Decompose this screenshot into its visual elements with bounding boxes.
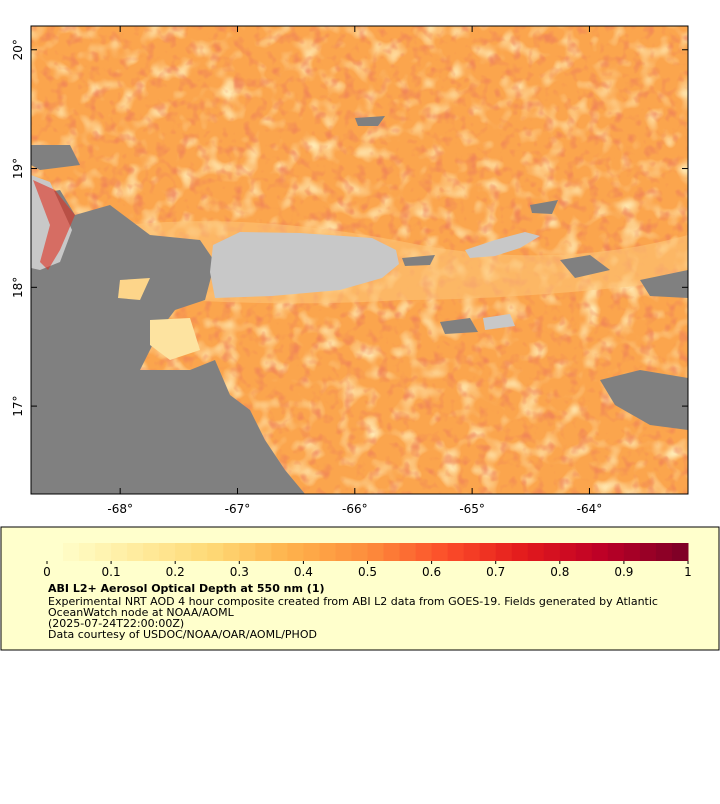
colorbar-tick-label: 0.8 <box>550 565 569 579</box>
colorbar-step <box>511 543 529 561</box>
colorbar-step <box>383 543 401 561</box>
colorbar-step <box>223 543 240 561</box>
legend-description: OceanWatch node at NOAA/AOML <box>48 606 235 619</box>
y-tick-label: 19° <box>11 158 25 179</box>
cloud <box>600 370 688 430</box>
x-tick-label: -68° <box>107 502 133 516</box>
colorbar-tick-label: 0.5 <box>358 565 377 579</box>
colorbar-step <box>127 543 144 561</box>
island <box>483 314 515 330</box>
colorbar-step <box>159 543 176 561</box>
colorbar-step <box>623 543 641 561</box>
colorbar-step <box>671 543 689 561</box>
colorbar-step <box>319 543 336 561</box>
colorbar-step <box>175 543 192 561</box>
colorbar-step <box>143 543 160 561</box>
colorbar-step <box>351 543 368 561</box>
colorbar: 0 0.1 0.2 0.3 0.4 0.5 0.6 0.7 0.8 0.9 1 <box>43 543 692 579</box>
colorbar-step <box>287 543 304 561</box>
colorbar-step <box>607 543 625 561</box>
x-tick-label: -67° <box>225 502 251 516</box>
legend-title: ABI L2+ Aerosol Optical Depth at 550 nm … <box>48 582 325 595</box>
colorbar-tick-label: 0.3 <box>230 565 249 579</box>
colorbar-step <box>239 543 256 561</box>
island <box>402 255 435 266</box>
colorbar-step <box>559 543 577 561</box>
colorbar-step <box>207 543 224 561</box>
colorbar-step <box>63 543 80 561</box>
colorbar-tick-label: 0.9 <box>614 565 633 579</box>
legend-time: (2025-07-24T22:00:00Z) <box>48 617 184 630</box>
cloud <box>640 270 688 298</box>
colorbar-step <box>479 543 497 561</box>
colorbar-step <box>527 543 545 561</box>
y-tick-label: 20° <box>11 39 25 60</box>
y-tick-label: 17° <box>11 395 25 416</box>
legend-credit: Data courtesy of USDOC/NOAA/OAR/AOML/PHO… <box>48 628 317 641</box>
colorbar-tick-label: 0.7 <box>486 565 505 579</box>
cloud <box>31 145 80 170</box>
island <box>465 232 540 258</box>
colorbar-tick-label: 0.6 <box>422 565 441 579</box>
x-tick-label: -65° <box>459 502 485 516</box>
colorbar-tick-label: 0.2 <box>166 565 185 579</box>
colorbar-step <box>191 543 208 561</box>
map-frame <box>30 25 689 495</box>
colorbar-step <box>79 543 96 561</box>
colorbar-step <box>639 543 657 561</box>
map-image <box>31 26 688 494</box>
island <box>210 232 399 298</box>
colorbar-step <box>495 543 513 561</box>
colorbar-step <box>255 543 272 561</box>
y-tick-label: 18° <box>11 277 25 298</box>
colorbar-step <box>463 543 481 561</box>
aerosol-patch <box>118 278 150 300</box>
colorbar-step <box>543 543 561 561</box>
cloud <box>355 116 385 126</box>
colorbar-tick-label: 0.1 <box>102 565 121 579</box>
cloud <box>560 255 610 278</box>
aerosol-patch <box>150 318 200 360</box>
cloud <box>530 200 558 214</box>
colorbar-step <box>111 543 128 561</box>
colorbar-tick-label: 1 <box>684 565 692 579</box>
colorbar-step <box>415 543 433 561</box>
colorbar-step <box>271 543 288 561</box>
colorbar-step <box>431 543 449 561</box>
cloud <box>440 318 478 334</box>
x-tick-label: -64° <box>577 502 603 516</box>
legend-description: Experimental NRT AOD 4 hour composite cr… <box>48 595 658 608</box>
colorbar-step <box>47 543 64 561</box>
land <box>31 190 305 494</box>
colorbar-step <box>95 543 112 561</box>
colorbar-step <box>303 543 320 561</box>
axes: -68° -67° -66° -65° -64° 17° 18° 19° 20° <box>11 26 688 516</box>
colorbar-step <box>575 543 593 561</box>
x-tick-label: -66° <box>342 502 368 516</box>
colorbar-step <box>335 543 352 561</box>
colorbar-tick-label: 0 <box>43 565 51 579</box>
colorbar-step <box>399 543 417 561</box>
colorbar-tick-label: 0.4 <box>294 565 313 579</box>
colorbar-step <box>447 543 465 561</box>
colorbar-step <box>655 543 673 561</box>
colorbar-step <box>367 543 385 561</box>
colorbar-step <box>591 543 609 561</box>
